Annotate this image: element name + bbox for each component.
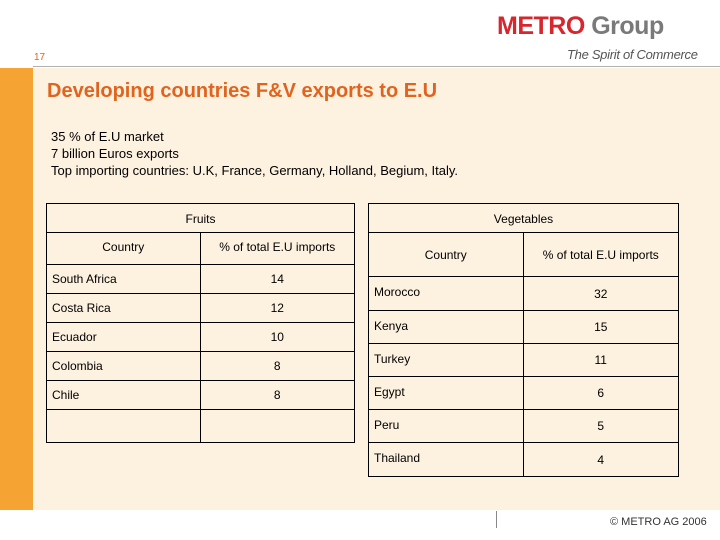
vegetables-country: Turkey: [368, 343, 524, 377]
fruits-pct: 10: [199, 322, 356, 352]
table-row: Costa Rica 12: [46, 293, 356, 323]
fruits-country: Costa Rica: [46, 293, 201, 323]
table-row: South Africa 14: [46, 264, 356, 294]
table-row: Chile 8: [46, 380, 356, 410]
vegetables-col-pct: % of total E.U imports: [522, 232, 680, 277]
vegetables-pct: 32: [522, 276, 680, 311]
fruits-country: Chile: [46, 380, 201, 410]
vegetables-pct: 5: [522, 409, 680, 443]
logo-tagline: The Spirit of Commerce: [567, 47, 698, 62]
intro-line: Top importing countries: U.K, France, Ge…: [51, 163, 459, 178]
table-row: Egypt 6: [368, 376, 680, 410]
intro-line: 35 % of E.U market: [51, 129, 164, 144]
fruits-country: South Africa: [46, 264, 201, 294]
table-row: Morocco 32: [368, 276, 680, 311]
vegetables-title: Vegetables: [368, 203, 679, 233]
table-row: Kenya 15: [368, 310, 680, 344]
table-row: Colombia 8: [46, 351, 356, 381]
vegetables-pct: 15: [522, 310, 680, 344]
intro-line: 7 billion Euros exports: [51, 146, 179, 161]
vegetables-col-country: Country: [368, 232, 524, 277]
footer-divider: [496, 511, 497, 528]
header-divider: [33, 66, 720, 67]
vegetables-pct: 6: [522, 376, 680, 410]
fruits-pct: 12: [199, 293, 356, 323]
table-row: Peru 5: [368, 409, 680, 443]
intro-text: 35 % of E.U market 7 billion Euros expor…: [51, 128, 458, 179]
fruits-country: Colombia: [46, 351, 201, 381]
vegetables-country: Thailand: [368, 442, 524, 477]
fruits-country: Ecuador: [46, 322, 201, 352]
fruits-table: Fruits Country % of total E.U imports So…: [46, 203, 356, 443]
page-number: 17: [34, 52, 46, 63]
fruits-pct: 14: [199, 264, 356, 294]
fruits-pct: 8: [199, 380, 356, 410]
vegetables-pct: 4: [522, 442, 680, 477]
table-row: Thailand 4: [368, 442, 680, 477]
table-row: Ecuador 10: [46, 322, 356, 352]
left-accent-bar: [0, 68, 33, 510]
vegetables-pct: 11: [522, 343, 680, 377]
vegetables-country: Kenya: [368, 310, 524, 344]
empty-cell: [199, 409, 356, 443]
vegetables-country: Egypt: [368, 376, 524, 410]
table-row-empty: [46, 409, 356, 443]
metro-group-logo: METRO Group: [497, 12, 664, 41]
fruits-pct: 8: [199, 351, 356, 381]
empty-cell: [46, 409, 201, 443]
fruits-col-pct: % of total E.U imports: [199, 232, 356, 265]
logo-metro-text: METRO: [497, 12, 585, 40]
logo-group-text: Group: [591, 12, 664, 40]
vegetables-country: Peru: [368, 409, 524, 443]
fruits-title: Fruits: [46, 203, 355, 233]
vegetables-table: Vegetables Country % of total E.U import…: [368, 203, 680, 477]
table-row: Turkey 11: [368, 343, 680, 377]
slide-title: Developing countries F&V exports to E.U: [47, 80, 438, 102]
copyright-text: © METRO AG 2006: [610, 516, 707, 528]
fruits-col-country: Country: [46, 232, 201, 265]
vegetables-country: Morocco: [368, 276, 524, 311]
